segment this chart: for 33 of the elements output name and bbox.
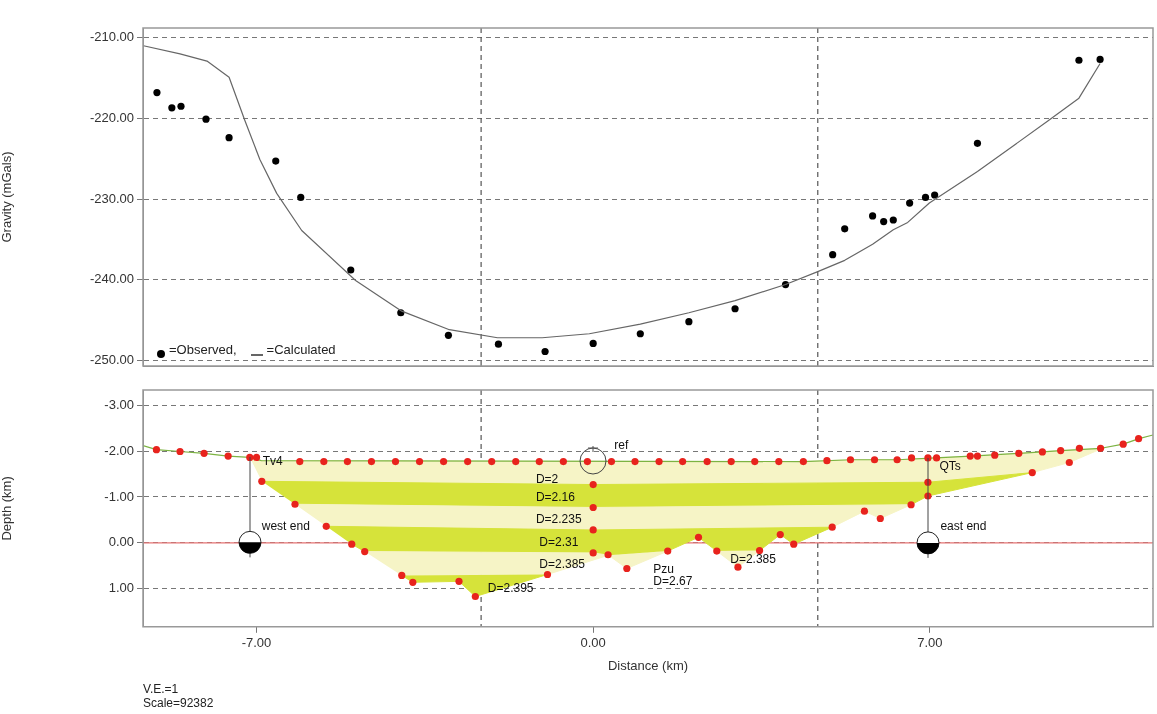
annotation: D=2.235 (535, 512, 582, 527)
annotation: D=2.31 (539, 534, 579, 549)
annotation: Pzu (653, 561, 674, 576)
y-tick-label: -250.00 (89, 351, 134, 367)
y-tick-label: -230.00 (89, 190, 134, 206)
annotation: east end (940, 519, 987, 534)
legend-label: =Observed, (169, 341, 237, 357)
y-tick-label: 0.00 (108, 534, 134, 550)
annotation: Tv4 (262, 453, 284, 468)
annotation: D=2.67 (653, 574, 693, 589)
x-axis-title: Distance (km) (607, 657, 689, 673)
x-tick-label: 0.00 (580, 635, 606, 651)
y-axis-title: Depth (km) (0, 476, 15, 541)
y-tick-label: -1.00 (104, 488, 134, 504)
y-tick-label: -2.00 (104, 442, 134, 458)
y-tick-label: -3.00 (104, 396, 134, 412)
text: Scale=92382 (143, 696, 214, 710)
y-tick-label: -240.00 (89, 271, 134, 287)
annotation: ref (614, 438, 629, 453)
x-tick-label: 7.00 (917, 635, 943, 651)
annotation: D=2.385 (730, 552, 777, 567)
y-tick-label: -210.00 (89, 29, 134, 45)
annotation: D=2.16 (535, 489, 575, 504)
text: V.E.=1 (143, 682, 180, 696)
annotation: D=2.385 (539, 556, 585, 571)
x-tick-label: -7.00 (241, 635, 272, 651)
annotation: D=2 (535, 472, 559, 487)
legend-label: =Calculated (266, 341, 336, 357)
y-tick-label: -220.00 (89, 109, 134, 125)
annotation: west end (261, 519, 310, 534)
y-axis-title: Gravity (mGals) (0, 151, 15, 243)
annotation: QTs (939, 459, 961, 474)
y-tick-label: 1.00 (108, 580, 134, 596)
